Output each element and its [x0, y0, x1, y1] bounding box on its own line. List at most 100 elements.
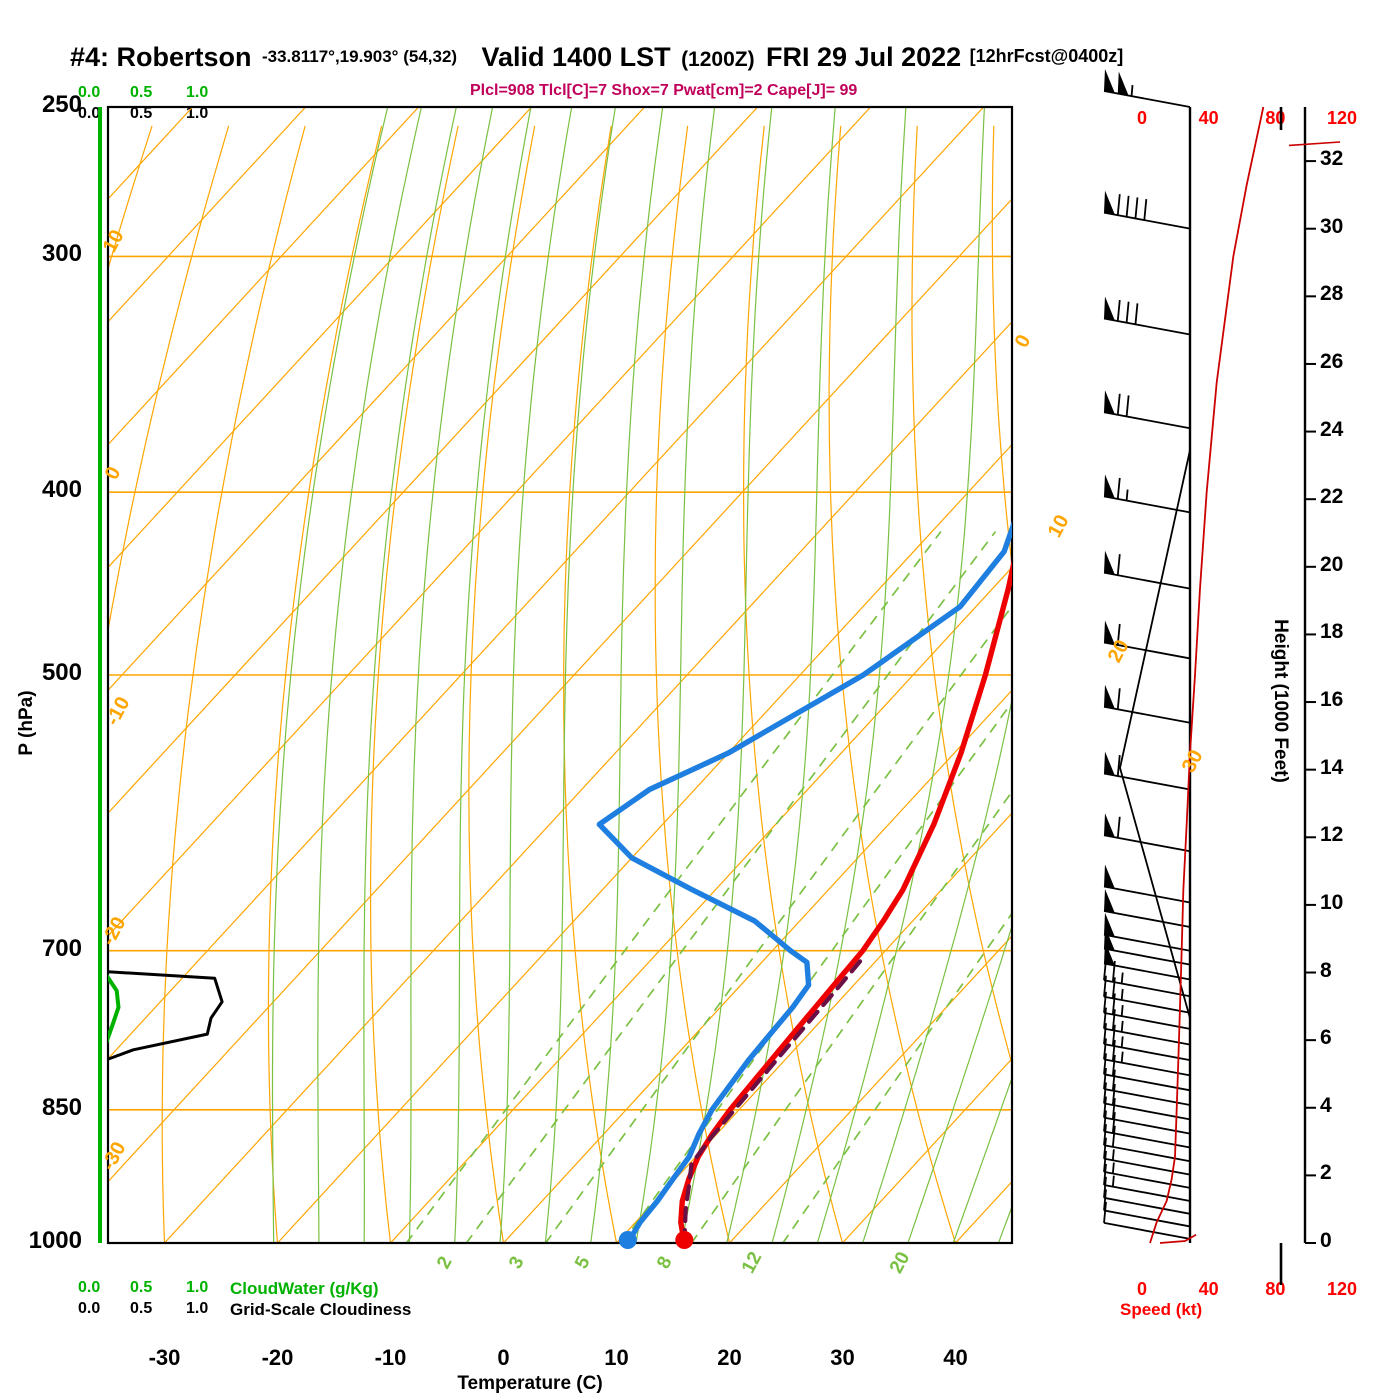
wind-barb-full — [1103, 975, 1107, 997]
height-tick: 26 — [1320, 349, 1344, 373]
pressure-tick: 1000 — [28, 1227, 82, 1254]
cloudwater-b-tick-0: 0.0 — [78, 1279, 101, 1296]
wind-barb-shaft — [1103, 772, 1191, 791]
cloudwater-b-tick-1: 0.5 — [130, 1279, 153, 1296]
moist-adiabat-line — [635, 107, 716, 1243]
isotherm-line — [108, 107, 533, 569]
height-tick: 32 — [1320, 147, 1344, 171]
height-speed-profile-base — [1159, 1233, 1197, 1244]
wind-barb-full — [1116, 299, 1121, 322]
dry-adiabat-line — [1070, 126, 1294, 1243]
moist-adiabat-line — [317, 107, 422, 1243]
wind-barb-full — [1143, 199, 1148, 221]
wind-barb — [1103, 912, 1191, 952]
mixing-ratio-line — [544, 604, 1012, 1243]
wind-barb — [1103, 864, 1191, 904]
cloudwater-b-tick-2: 1.0 — [186, 1279, 209, 1296]
wind-barb — [1103, 1023, 1191, 1062]
cloudiness-b-tick-2: 1.0 — [186, 1300, 209, 1317]
speed-tick: 40 — [1198, 108, 1219, 128]
moist-adiabat-line — [590, 107, 664, 1243]
height-tick: 0 — [1320, 1229, 1332, 1252]
wind-barb-full — [1103, 1067, 1107, 1090]
speed-tick: 120 — [1326, 108, 1358, 128]
wind-barb-full — [1116, 554, 1121, 576]
wind-barb-shaft — [1103, 1043, 1191, 1062]
wind-barb-shaft — [1103, 1222, 1191, 1240]
temperature-tick: -10 — [374, 1345, 407, 1370]
isotherm-line — [276, 443, 1012, 1243]
dry-adiabat-line — [370, 125, 459, 1243]
wind-barb-pennant — [1104, 864, 1115, 889]
wind-barb-full — [1116, 816, 1121, 838]
moist-adiabat-line — [544, 107, 616, 1243]
height-speed-profile-top — [1288, 141, 1341, 147]
cloudiness-tick-1: 0.5 — [130, 105, 153, 122]
pressure-tick: 250 — [41, 91, 82, 118]
dry-adiabat-line — [0, 126, 75, 1243]
dry-adiabat-line — [743, 125, 844, 1243]
wind-barb-half — [1111, 1175, 1115, 1187]
pressure-tick-column: 250 300 400 500 700 850 1000 — [0, 0, 90, 1400]
wind-barb-shaft — [1103, 885, 1191, 904]
wind-barb-shaft — [1103, 411, 1191, 430]
wind-barb-full — [1116, 194, 1121, 216]
wind-barb-shaft — [1103, 1209, 1191, 1228]
wind-barb-full — [1103, 959, 1107, 981]
wind-barb-full — [1103, 1110, 1107, 1132]
wind-barb-pennant — [1104, 620, 1115, 645]
wind-barb-pennant — [1104, 751, 1115, 776]
wind-barb — [1103, 1201, 1191, 1240]
temperature-tick: 40 — [943, 1345, 968, 1370]
isotherm-line — [108, 107, 759, 814]
pressure-tick: 700 — [41, 934, 82, 962]
wind-barb-shaft — [1103, 705, 1191, 724]
height-speed-profile — [1149, 106, 1265, 1244]
wind-barb-half — [1120, 1036, 1124, 1048]
isotherm-line — [108, 107, 646, 692]
dry-adiabat-line — [828, 125, 957, 1243]
wind-barb-shaft — [1103, 90, 1191, 108]
mixing-ratio-line — [782, 911, 1012, 1243]
wind-envelope — [1119, 107, 1191, 1243]
wind-barb — [1103, 620, 1191, 660]
wind-barb — [1103, 190, 1191, 230]
isotherm-line — [163, 320, 1012, 1243]
temperature-tick: 0 — [497, 1345, 510, 1370]
wind-barb-pennant — [1104, 296, 1115, 321]
wind-barb-full — [1134, 197, 1139, 219]
isotherm-line — [108, 107, 872, 937]
height-tick: 28 — [1320, 282, 1344, 306]
wind-barb-half — [1111, 1162, 1115, 1174]
surface-temperature-dot — [675, 1231, 694, 1249]
moist-adiabat-line — [862, 696, 1012, 1243]
wind-barb-full — [1134, 303, 1139, 325]
wind-barb-full — [1111, 1069, 1116, 1091]
cloudiness-axis-label: Grid-Scale Cloudiness — [230, 1300, 412, 1319]
wind-barb-pennant — [1104, 813, 1115, 838]
wind-barb-shaft — [1103, 1073, 1191, 1092]
isotherm-line — [502, 689, 1012, 1243]
wind-barb-full — [1116, 755, 1121, 777]
dewpoint-curve — [596, 520, 1012, 1243]
wind-barb-full — [1111, 1125, 1116, 1147]
height-tick: 24 — [1320, 417, 1344, 441]
wind-barb-pennant — [1104, 550, 1115, 575]
valid-utc: (1200Z) — [681, 48, 755, 71]
cloudwater-top-ticks: 0.0 0.5 1.0 — [78, 84, 308, 102]
height-tick: 6 — [1320, 1026, 1332, 1050]
wind-barb-full — [1111, 1039, 1116, 1062]
speed-tick: 120 — [1326, 1279, 1358, 1299]
temperature-tick-row: -30 -20 -10 0 10 20 30 40 — [0, 1345, 1400, 1370]
station-coords: -33.8117°,19.903° (54,32) — [261, 47, 458, 66]
temperature-tick: -20 — [261, 1345, 294, 1370]
wind-barb-shaft — [1103, 1171, 1191, 1189]
wind-barb-shaft — [1103, 1011, 1191, 1030]
dry-adiabat-line — [911, 125, 1012, 1067]
isotherm-line — [1069, 107, 1400, 1243]
wind-barb-full — [1103, 1176, 1107, 1198]
wind-barb-shaft — [1103, 641, 1191, 660]
wind-barb-half — [1111, 1149, 1115, 1161]
wind-barb-full — [1111, 977, 1116, 999]
wind-barb-full — [1116, 623, 1121, 646]
